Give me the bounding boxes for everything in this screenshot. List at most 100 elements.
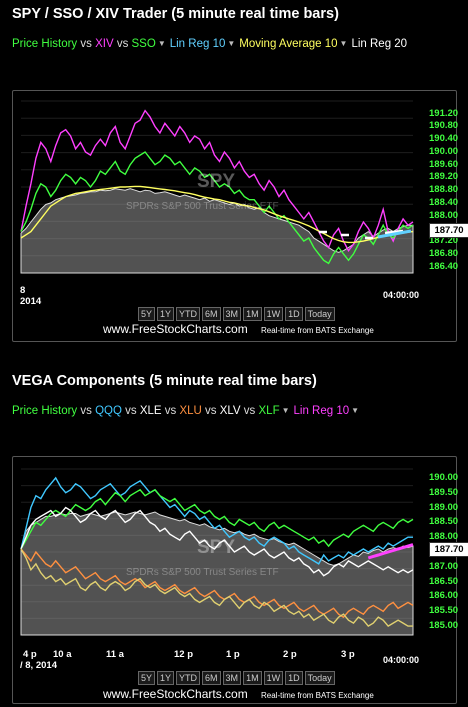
chart2-title: VEGA Components (5 minute real time bars… <box>12 373 317 389</box>
chart2-legend-separator: vs <box>201 405 220 417</box>
chart1-y-tick-label: 189.20 <box>429 171 459 183</box>
chart2-legend-separator: vs <box>77 405 96 417</box>
chart2-range-button[interactable]: 1Y <box>157 671 175 685</box>
chart1-site[interactable]: www.FreeStockCharts.com <box>103 322 248 336</box>
chart1-range-button[interactable]: 1Y <box>157 307 175 321</box>
chart2-legend-separator: vs <box>161 405 180 417</box>
dropdown-triangle-icon[interactable]: ▼ <box>157 39 166 48</box>
chart2-x-date: / 8, 2014 <box>20 660 57 671</box>
chart1-lin-reg-20-segment <box>384 229 404 235</box>
chart2-legend-separator: vs <box>121 405 140 417</box>
chart2-legend-item[interactable]: Price History <box>12 405 78 417</box>
chart2-legend-item[interactable]: XLV <box>219 405 241 417</box>
chart1-y-tick-label: 186.40 <box>429 260 459 272</box>
chart2-range-button[interactable]: Today <box>304 671 335 685</box>
chart2-series-xlv <box>20 548 413 628</box>
chart1-series-sso <box>20 151 414 265</box>
chart1-legend-item[interactable]: XIV <box>95 38 114 50</box>
chart2-current-price: 187.70 <box>429 542 468 557</box>
dropdown-triangle-icon[interactable]: ▼ <box>227 39 236 48</box>
chart2-panel[interactable]: SPY SPDRs S&P 500 Trust Series ETF 190.0… <box>12 456 468 704</box>
chart2-realtime: Real-time from BATS Exchange <box>261 691 374 700</box>
chart1-y-tick-label: 190.40 <box>429 133 459 145</box>
chart1-range-button[interactable]: Today <box>304 307 335 321</box>
chart2-range-bar: 5Y 1Y YTD 6M 3M 1M 1W 1D Today <box>138 671 335 685</box>
chart1-y-tick-label: 191.20 <box>429 107 459 119</box>
chart2-y-tick-label: 190.00 <box>429 471 459 483</box>
chart1-current-price: 187.70 <box>429 223 468 238</box>
chart2-range-button[interactable]: 1W <box>263 671 284 685</box>
chart1-y-tick-label: 187.20 <box>429 235 459 247</box>
chart1-plot[interactable] <box>13 91 456 341</box>
chart1-legend-separator: vs <box>77 38 96 50</box>
chart1-legend-item[interactable]: SSO <box>131 38 156 50</box>
chart1-x-day: 8 <box>20 285 26 296</box>
chart1-legend-separator: vs <box>113 38 132 50</box>
chart1-y-tick-label: 190.80 <box>429 120 459 132</box>
chart2-y-tick-label: 185.00 <box>429 620 459 632</box>
chart1-legend[interactable]: Price History vs XIV vs SSO ▼ Lin Reg 10 ▼ M… <box>12 38 407 50</box>
chart2-legend-item[interactable]: XLF <box>258 405 280 417</box>
chart1-legend-item[interactable]: Lin Reg 20 <box>351 38 408 50</box>
chart1-legend-item[interactable]: Lin Reg 10 <box>169 38 226 50</box>
chart2-site[interactable]: www.FreeStockCharts.com <box>103 687 248 701</box>
chart2-y-tick-label: 189.50 <box>429 486 459 498</box>
chart1-range-button[interactable]: 1W <box>263 307 284 321</box>
chart1-legend-item[interactable]: Moving Average 10 <box>239 38 338 50</box>
chart2-x-tick-label: 3 p <box>341 649 355 660</box>
chart1-panel[interactable]: SPY SPDRs S&P 500 Trust Series ETF 191.2… <box>12 90 468 342</box>
chart2-y-tick-label: 185.50 <box>429 605 459 617</box>
chart1-series-moving-average-10 <box>20 185 414 244</box>
chart2-watermark-sub: SPDRs S&P 500 Trust Series ETF <box>126 567 279 578</box>
chart2-range-button[interactable]: YTD <box>176 671 201 685</box>
chart1-title: SPY / SSO / XIV Trader (5 minute real ti… <box>12 6 339 22</box>
chart2-series-xlu <box>20 548 414 619</box>
chart2-legend-item[interactable]: Lin Reg 10 <box>293 405 350 417</box>
chart2-y-tick-label: 186.00 <box>429 590 459 602</box>
chart1-x-year: 2014 <box>20 296 42 307</box>
chart1-y-tick-label: 188.00 <box>429 209 459 221</box>
chart2-legend-item[interactable]: XLE <box>139 405 162 417</box>
chart2-legend-item[interactable]: XLU <box>179 405 202 417</box>
chart1-range-button[interactable]: 3M <box>222 307 242 321</box>
chart2-range-button[interactable]: 1M <box>243 671 262 685</box>
chart1-realtime: Real-time from BATS Exchange <box>261 326 374 335</box>
chart2-x-tick-label: 2 p <box>283 649 297 660</box>
chart2-series-xlf <box>20 488 414 550</box>
chart2-range-button[interactable]: 5Y <box>138 671 156 685</box>
chart1-y-tick-label: 188.40 <box>429 196 459 208</box>
chart2-y-tick-label: 188.50 <box>429 516 459 528</box>
chart1-watermark-sub: SPDRs S&P 500 Trust Series ETF <box>126 201 279 212</box>
chart2-x-tick-label: 11 a <box>106 649 124 660</box>
chart1-watermark: SPY <box>197 171 236 192</box>
chart1-y-tick-label: 188.80 <box>429 184 459 196</box>
chart1-range-button[interactable]: 5Y <box>138 307 156 321</box>
chart2-series-qqq <box>20 476 413 565</box>
chart2-y-tick-label: 186.50 <box>429 575 459 587</box>
chart2-range-button[interactable]: 6M <box>202 671 221 685</box>
dropdown-triangle-icon[interactable]: ▼ <box>351 406 360 415</box>
chart2-legend-item[interactable]: QQQ <box>95 405 122 417</box>
dropdown-triangle-icon[interactable]: ▼ <box>281 406 290 415</box>
chart2-series-lin-reg-10 <box>367 543 414 560</box>
chart2-y-tick-label: 188.00 <box>429 531 459 543</box>
chart1-series-xiv <box>20 109 414 252</box>
chart2-series-price-history <box>20 511 414 636</box>
chart2-range-button[interactable]: 3M <box>222 671 242 685</box>
chart1-y-tick-label: 186.80 <box>429 247 459 259</box>
chart1-range-bar: 5Y 1Y YTD 6M 3M 1M 1W 1D Today <box>138 307 335 321</box>
chart2-plot[interactable] <box>13 457 456 703</box>
chart1-range-button[interactable]: 6M <box>202 307 221 321</box>
chart2-series-xle <box>20 506 414 577</box>
chart2-legend[interactable]: Price History vs QQQ vs XLE vs XLU vs XL… <box>12 405 363 417</box>
chart1-range-button[interactable]: 1M <box>243 307 262 321</box>
chart2-range-button[interactable]: 1D <box>285 671 303 685</box>
chart1-lin-reg-10-segment <box>377 229 412 239</box>
chart1-end-time: 04:00:00 <box>383 290 420 300</box>
chart1-range-button[interactable]: YTD <box>176 307 201 321</box>
chart1-legend-item[interactable]: Price History <box>12 38 78 50</box>
chart2-x-tick-label: 1 p <box>226 649 240 660</box>
dropdown-triangle-icon[interactable]: ▼ <box>339 39 348 48</box>
chart2-legend-separator: vs <box>240 405 259 417</box>
chart1-range-button[interactable]: 1D <box>285 307 303 321</box>
